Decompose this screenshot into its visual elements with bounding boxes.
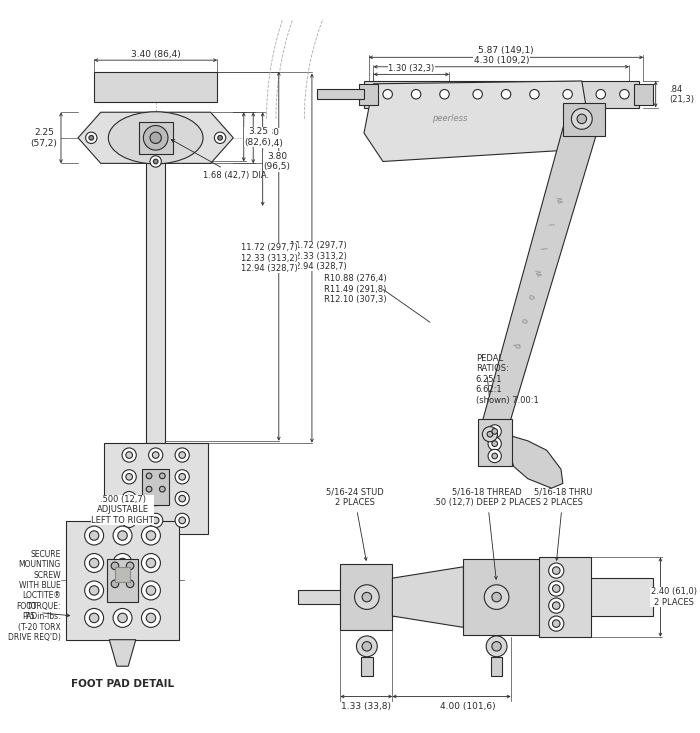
Circle shape: [160, 486, 165, 492]
Circle shape: [113, 608, 132, 627]
Circle shape: [488, 424, 501, 438]
Circle shape: [90, 531, 99, 540]
Circle shape: [492, 592, 501, 602]
Circle shape: [146, 486, 152, 492]
Circle shape: [122, 470, 136, 484]
Circle shape: [113, 553, 132, 572]
Text: 11.72 (297,7)
12.33 (313,2)
12.94 (328,7): 11.72 (297,7) 12.33 (313,2) 12.94 (328,7…: [290, 241, 347, 271]
Text: 11.72 (297,7)
12.33 (313,2)
12.94 (328,7): 11.72 (297,7) 12.33 (313,2) 12.94 (328,7…: [241, 243, 298, 273]
Circle shape: [150, 132, 162, 144]
Circle shape: [118, 559, 127, 568]
Circle shape: [175, 448, 189, 462]
Circle shape: [126, 474, 132, 480]
Circle shape: [141, 608, 160, 627]
Circle shape: [552, 567, 560, 575]
Bar: [66, 521, 179, 640]
Text: d: d: [513, 341, 524, 349]
Circle shape: [90, 614, 99, 622]
Circle shape: [492, 441, 498, 446]
Text: l: l: [541, 246, 551, 250]
Circle shape: [126, 580, 134, 588]
Circle shape: [153, 452, 159, 458]
Circle shape: [148, 492, 163, 506]
Circle shape: [141, 553, 160, 572]
Bar: [364, 81, 638, 108]
Circle shape: [111, 580, 119, 588]
Circle shape: [218, 136, 223, 140]
Circle shape: [85, 526, 104, 545]
Text: w: w: [534, 268, 545, 276]
Circle shape: [146, 473, 152, 479]
Circle shape: [122, 448, 136, 462]
Text: 2.25
(57,2): 2.25 (57,2): [31, 128, 57, 147]
Circle shape: [175, 470, 189, 484]
Circle shape: [549, 563, 564, 578]
Circle shape: [354, 585, 379, 609]
Bar: [146, 163, 165, 443]
Text: R10.88 (276,4)
R11.49 (291,8)
R12.10 (307,3): R10.88 (276,4) R11.49 (291,8) R12.10 (30…: [324, 274, 387, 304]
Circle shape: [153, 496, 159, 502]
Circle shape: [153, 517, 159, 523]
Circle shape: [148, 448, 163, 462]
Bar: [142, 469, 169, 505]
Circle shape: [148, 470, 163, 484]
Circle shape: [530, 89, 539, 99]
Circle shape: [412, 89, 421, 99]
Circle shape: [126, 452, 132, 458]
Text: 1.33 (33,8): 1.33 (33,8): [341, 702, 391, 712]
Circle shape: [85, 581, 104, 600]
Circle shape: [179, 452, 186, 458]
Circle shape: [141, 581, 160, 600]
Circle shape: [153, 474, 159, 480]
Circle shape: [150, 156, 162, 167]
Circle shape: [596, 89, 605, 99]
Bar: [361, 657, 372, 676]
Circle shape: [563, 89, 573, 99]
Circle shape: [492, 453, 498, 459]
Circle shape: [144, 125, 168, 150]
Text: 2.30
(58,4): 2.30 (58,4): [256, 128, 283, 147]
Circle shape: [179, 496, 186, 502]
Text: 1.30 (32,3): 1.30 (32,3): [389, 65, 435, 73]
Polygon shape: [482, 119, 598, 430]
Bar: [139, 122, 173, 154]
Bar: [477, 419, 512, 466]
Circle shape: [577, 114, 587, 124]
Bar: [340, 564, 393, 630]
Bar: [563, 103, 606, 136]
Circle shape: [160, 473, 165, 479]
Circle shape: [85, 132, 97, 144]
Bar: [539, 557, 592, 637]
Text: w: w: [555, 195, 566, 204]
Text: FOOT
PAD: FOOT PAD: [17, 602, 69, 621]
Text: FOOT PAD DETAIL: FOOT PAD DETAIL: [71, 679, 174, 690]
Circle shape: [214, 132, 226, 144]
Circle shape: [146, 559, 155, 568]
Text: 3.25
(82,6): 3.25 (82,6): [244, 127, 272, 147]
Circle shape: [85, 608, 104, 627]
Bar: [463, 559, 549, 635]
Circle shape: [552, 602, 560, 609]
Circle shape: [571, 108, 592, 129]
Circle shape: [486, 636, 507, 657]
Circle shape: [153, 159, 158, 164]
Circle shape: [552, 585, 560, 592]
Circle shape: [492, 641, 501, 651]
Circle shape: [175, 513, 189, 528]
Text: 3.80
(96,5): 3.80 (96,5): [263, 152, 290, 172]
Polygon shape: [364, 81, 592, 161]
Polygon shape: [509, 436, 563, 488]
Bar: [104, 443, 208, 534]
Bar: [107, 559, 138, 602]
Circle shape: [549, 581, 564, 596]
Ellipse shape: [108, 111, 203, 164]
Text: 1.68 (42,7) DIA.: 1.68 (42,7) DIA.: [172, 139, 270, 180]
Circle shape: [126, 496, 132, 502]
Text: 5/16-24 STUD
2 PLACES: 5/16-24 STUD 2 PLACES: [326, 487, 384, 560]
Circle shape: [113, 526, 132, 545]
Circle shape: [356, 636, 377, 657]
Text: 5.87 (149,1): 5.87 (149,1): [478, 46, 534, 55]
Text: 2.40 (61,0)
2 PLACES: 2.40 (61,0) 2 PLACES: [651, 587, 696, 607]
Circle shape: [487, 431, 493, 437]
Bar: [316, 89, 364, 99]
